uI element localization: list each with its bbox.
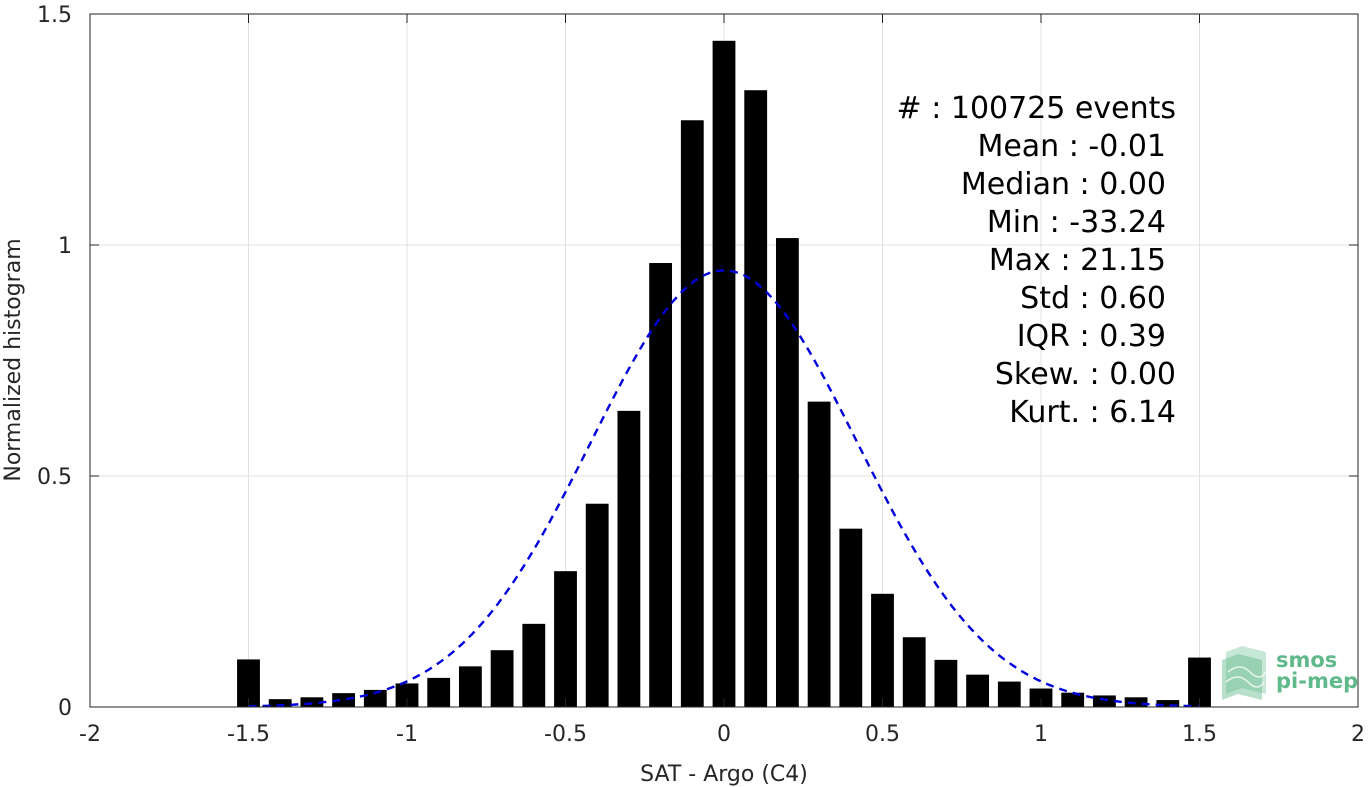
histogram-bar — [997, 681, 1021, 707]
histogram-bar — [490, 650, 514, 707]
histogram-bar — [966, 674, 990, 707]
stat-line: Skew. : 0.00 — [995, 357, 1176, 392]
histogram-bars — [237, 40, 1211, 708]
x-tick-label: 2 — [1351, 722, 1365, 747]
smos-pi-mep-logo: smos pi-mep — [1222, 646, 1358, 700]
histogram-bar — [268, 699, 292, 707]
stat-line: IQR : 0.39 — [1017, 319, 1166, 354]
histogram-bar — [1124, 697, 1148, 707]
gaussian-fit-curve — [248, 269, 1200, 708]
histogram-bar — [332, 693, 356, 707]
histogram-bar — [237, 659, 260, 707]
x-tick-label: -1 — [396, 722, 418, 747]
x-tick-label: -0.5 — [544, 722, 587, 747]
histogram-bar — [1156, 700, 1180, 707]
y-tick-labels: 0 0.5 1 1.5 — [37, 3, 72, 721]
stat-line: Median : 0.00 — [961, 167, 1166, 202]
histogram-bar — [395, 683, 419, 707]
x-tick-label: 0 — [717, 722, 731, 747]
x-tick-labels: -2 -1.5 -1 -0.5 0 0.5 1 1.5 2 — [79, 722, 1365, 747]
x-tick-label: 0.5 — [865, 722, 900, 747]
y-axis-label: Normalized histogram — [1, 238, 26, 481]
stat-line: Max : 21.15 — [989, 243, 1166, 278]
axes-frame — [89, 13, 1359, 708]
stat-line: Min : -33.24 — [987, 205, 1166, 240]
y-tick-label: 1.5 — [37, 3, 72, 28]
stat-line: Mean : -0.01 — [977, 129, 1166, 164]
histogram-bar — [744, 90, 768, 708]
histogram-bar — [902, 637, 926, 707]
histogram-bar — [680, 120, 704, 707]
logo-mark-icon — [1222, 646, 1267, 700]
y-tick-label: 0.5 — [37, 465, 72, 490]
histogram-bar — [427, 677, 451, 707]
stat-line: Std : 0.60 — [1020, 281, 1166, 316]
x-tick-label: -1.5 — [227, 722, 270, 747]
x-axis-label: SAT - Argo (C4) — [640, 762, 808, 787]
histogram-bar — [458, 666, 482, 707]
histogram-bar — [363, 689, 387, 707]
stat-line: # : 100725 events — [897, 91, 1176, 126]
histogram-bar — [649, 263, 673, 707]
y-tick-label: 0 — [58, 696, 72, 721]
histogram-bar — [1092, 695, 1116, 707]
x-tick-label: 1.5 — [1182, 722, 1217, 747]
logo-line1: smos — [1276, 648, 1337, 672]
histogram-bar — [807, 401, 831, 707]
histogram-bar — [554, 571, 577, 707]
histogram-bar — [1029, 688, 1053, 707]
histogram-bar — [934, 659, 958, 707]
histogram-bar — [871, 593, 894, 707]
histogram-bar — [585, 503, 609, 707]
logo-line2: pi-mep — [1276, 669, 1358, 693]
y-tick-label: 1 — [58, 234, 72, 259]
x-tick-label: -2 — [79, 722, 101, 747]
histogram-bar — [617, 410, 641, 707]
stat-line: Kurt. : 6.14 — [1009, 395, 1176, 430]
histogram-bar — [712, 40, 736, 707]
histogram-bar — [1061, 692, 1085, 707]
histogram-bar — [1188, 657, 1211, 707]
histogram-bar — [839, 528, 863, 707]
histogram-bar — [300, 697, 324, 707]
histogram-bar — [775, 238, 799, 707]
x-tick-label: 1 — [1034, 722, 1048, 747]
histogram-bar — [522, 623, 546, 707]
